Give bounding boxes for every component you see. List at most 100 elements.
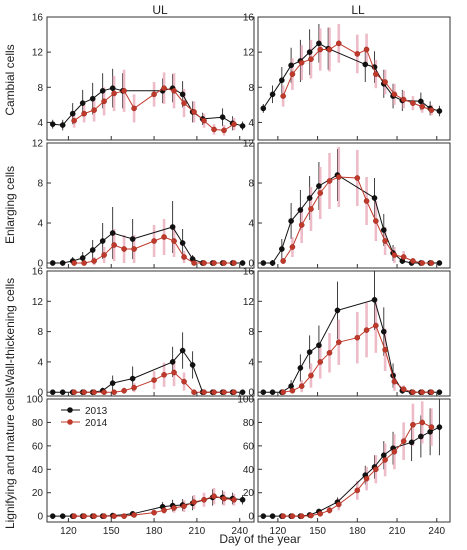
data-point-2014 bbox=[373, 466, 379, 473]
data-point-2014 bbox=[410, 421, 416, 428]
data-point-2014 bbox=[419, 419, 425, 426]
data-point-2013 bbox=[239, 496, 246, 503]
data-point-2013 bbox=[59, 513, 66, 519]
series-line-2014 bbox=[74, 495, 235, 517]
data-point-2014 bbox=[335, 501, 342, 508]
data-point-2014 bbox=[111, 242, 117, 248]
data-point-2014 bbox=[363, 327, 370, 333]
y-tick-label: 0 bbox=[37, 512, 43, 523]
x-tick-label: 180 bbox=[146, 526, 163, 537]
data-point-2013 bbox=[316, 183, 322, 189]
y-tick-label: 0 bbox=[248, 259, 254, 270]
data-point-2014 bbox=[373, 71, 379, 77]
data-point-2013 bbox=[269, 260, 276, 266]
data-point-2014 bbox=[71, 260, 77, 266]
y-tick-label: 4 bbox=[37, 357, 43, 368]
data-point-2014 bbox=[391, 252, 398, 258]
y-tick-label: 4 bbox=[37, 118, 43, 129]
panel-3: 0 4 8 12 bbox=[32, 139, 255, 270]
panel-1: 4 8 12 16 bbox=[32, 13, 255, 141]
data-point-2014 bbox=[400, 254, 407, 260]
y-tick-label: 60 bbox=[32, 441, 44, 452]
panel-frame bbox=[46, 398, 255, 523]
data-point-2014 bbox=[410, 389, 416, 396]
data-point-2014 bbox=[354, 51, 361, 57]
series-line-2013 bbox=[52, 87, 243, 127]
data-point-2014 bbox=[289, 244, 296, 250]
data-point-2013 bbox=[362, 61, 369, 68]
data-point-2014 bbox=[298, 383, 305, 389]
data-point-2013 bbox=[189, 362, 196, 368]
series-line-2013 bbox=[263, 174, 440, 264]
y-tick-label: 12 bbox=[32, 48, 44, 59]
y-tick-label: 40 bbox=[243, 465, 255, 476]
data-point-2013 bbox=[371, 296, 378, 303]
data-point-2013 bbox=[109, 230, 116, 236]
series-line-2013 bbox=[52, 349, 243, 393]
data-point-2014 bbox=[410, 100, 416, 106]
data-point-2014 bbox=[317, 46, 324, 53]
data-point-2013 bbox=[219, 114, 226, 120]
data-point-2014 bbox=[382, 457, 388, 463]
data-point-2014 bbox=[382, 238, 388, 244]
data-point-2014 bbox=[191, 260, 197, 266]
data-point-2014 bbox=[298, 59, 305, 66]
data-point-2014 bbox=[71, 117, 77, 124]
xlabel-day-of-year: Day of the year bbox=[219, 532, 300, 546]
data-point-2014 bbox=[428, 424, 435, 430]
data-point-2014 bbox=[354, 487, 361, 494]
series-line-2014 bbox=[282, 176, 432, 264]
y-tick-label: 60 bbox=[243, 441, 255, 452]
data-point-2013 bbox=[179, 240, 186, 246]
data-point-2014 bbox=[131, 105, 137, 112]
data-point-2014 bbox=[191, 109, 197, 115]
legend-2014-marker bbox=[67, 419, 73, 425]
legend-2013-marker bbox=[67, 407, 73, 413]
data-point-2013 bbox=[269, 513, 276, 519]
data-point-2014 bbox=[191, 499, 197, 505]
legend: 2013 2014 bbox=[61, 406, 108, 429]
y-tick-label: 0 bbox=[248, 388, 254, 399]
data-point-2014 bbox=[231, 260, 237, 266]
data-point-2013 bbox=[179, 91, 186, 98]
y-tick-label: 4 bbox=[248, 219, 254, 230]
data-point-2014 bbox=[231, 121, 237, 127]
data-point-2014 bbox=[428, 389, 435, 396]
panel-4: 0 4 8 12 bbox=[243, 139, 451, 270]
y-tick-label: 80 bbox=[243, 418, 255, 429]
y-tick-label: 12 bbox=[32, 139, 44, 150]
data-point-2014 bbox=[326, 178, 333, 184]
data-point-2013 bbox=[269, 91, 276, 98]
data-point-2014 bbox=[308, 56, 314, 62]
data-point-2014 bbox=[201, 389, 207, 396]
data-point-2013 bbox=[316, 40, 322, 47]
data-point-2013 bbox=[109, 380, 116, 386]
data-point-2014 bbox=[81, 260, 87, 266]
data-point-2014 bbox=[101, 513, 107, 519]
data-point-2014 bbox=[317, 359, 324, 365]
x-tick-label: 240 bbox=[428, 526, 445, 537]
data-point-2014 bbox=[326, 507, 333, 514]
y-tick-label: 8 bbox=[248, 179, 254, 190]
data-point-2013 bbox=[49, 121, 56, 127]
x-tick-label: 210 bbox=[389, 526, 406, 537]
data-point-2014 bbox=[101, 252, 107, 258]
data-point-2014 bbox=[201, 260, 207, 266]
data-point-2014 bbox=[121, 513, 127, 519]
data-point-2014 bbox=[428, 107, 435, 113]
data-point-2014 bbox=[317, 190, 324, 196]
x-tick-label: 120 bbox=[60, 526, 77, 537]
data-point-2014 bbox=[121, 88, 127, 94]
data-point-2014 bbox=[211, 260, 217, 266]
data-point-2014 bbox=[131, 384, 137, 391]
y-tick-label: 12 bbox=[243, 139, 255, 150]
x-tick-label: 240 bbox=[231, 526, 248, 537]
data-point-2014 bbox=[121, 246, 127, 252]
data-point-2014 bbox=[161, 234, 167, 240]
data-point-2014 bbox=[308, 372, 314, 379]
data-point-2014 bbox=[111, 389, 117, 396]
data-point-2013 bbox=[436, 260, 443, 266]
y-tick-label: 4 bbox=[248, 357, 254, 368]
data-point-2014 bbox=[419, 260, 425, 266]
legend-2013-label: 2013 bbox=[85, 406, 108, 417]
